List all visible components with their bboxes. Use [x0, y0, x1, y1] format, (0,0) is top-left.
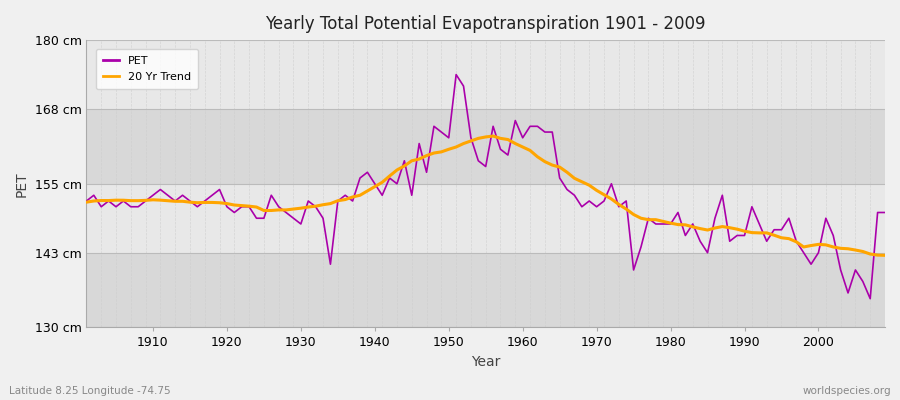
- Bar: [86, 253, 885, 328]
- Title: Yearly Total Potential Evapotranspiration 1901 - 2009: Yearly Total Potential Evapotranspiratio…: [266, 15, 706, 33]
- Bar: [86, 109, 885, 184]
- Bar: [86, 40, 885, 109]
- Text: Latitude 8.25 Longitude -74.75: Latitude 8.25 Longitude -74.75: [9, 386, 171, 396]
- Bar: [86, 184, 885, 253]
- Legend: PET, 20 Yr Trend: PET, 20 Yr Trend: [96, 48, 198, 89]
- X-axis label: Year: Year: [471, 355, 500, 369]
- Text: worldspecies.org: worldspecies.org: [803, 386, 891, 396]
- Y-axis label: PET: PET: [15, 171, 29, 196]
